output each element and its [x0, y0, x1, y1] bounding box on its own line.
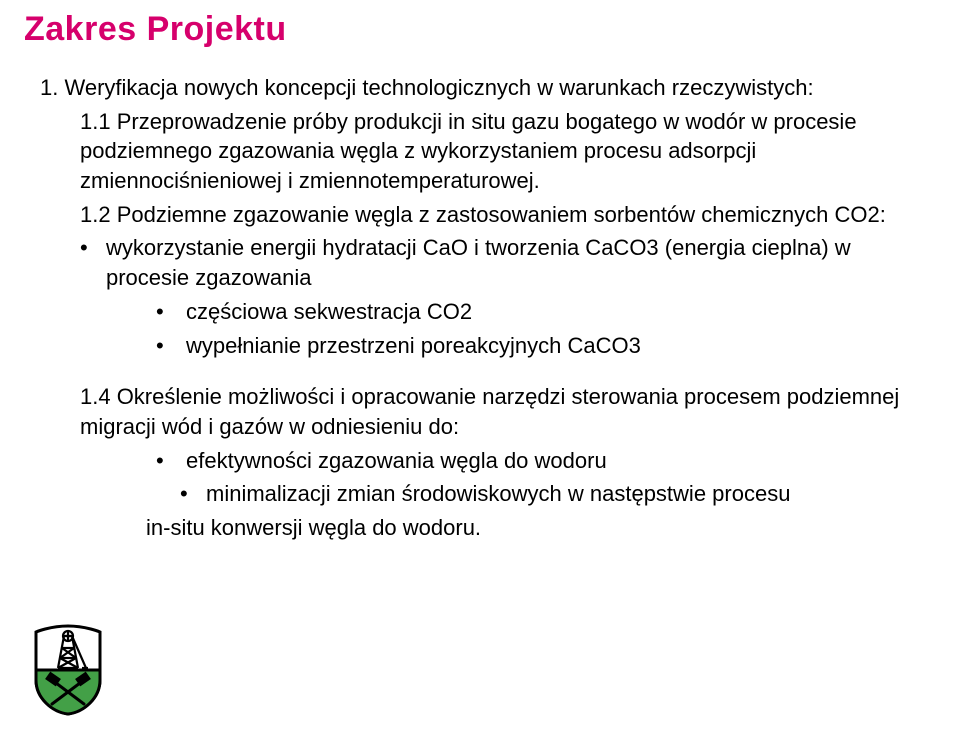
content-body: 1. Weryfikacja nowych koncepcji technolo…	[24, 73, 936, 543]
logo-icon	[28, 624, 108, 716]
page-title: Zakres Projektu	[24, 10, 936, 49]
item-1-4: 1.4 Określenie możliwości i opracowanie …	[80, 382, 936, 441]
page: Zakres Projektu 1. Weryfikacja nowych ko…	[0, 0, 960, 734]
bullet-1-4-b-cont: in-situ konwersji węgla do wodoru.	[116, 513, 936, 543]
bullet-1-4-a: efektywności zgazowania węgla do wodoru	[116, 446, 936, 476]
item-1-2: 1.2 Podziemne zgazowanie węgla z zastoso…	[80, 200, 936, 230]
bullet-1-4-b: minimalizacji zmian środowiskowych w nas…	[116, 479, 936, 509]
bullet-1-2-a-ii: wypełnianie przestrzeni poreakcyjnych Ca…	[116, 331, 936, 361]
bullet-1-2-a: wykorzystanie energii hydratacji CaO i t…	[80, 233, 936, 292]
section-1-heading: 1. Weryfikacja nowych koncepcji technolo…	[40, 73, 936, 103]
bullet-1-2-a-i: częściowa sekwestracja CO2	[116, 297, 936, 327]
item-1-1: 1.1 Przeprowadzenie próby produkcji in s…	[80, 107, 936, 196]
